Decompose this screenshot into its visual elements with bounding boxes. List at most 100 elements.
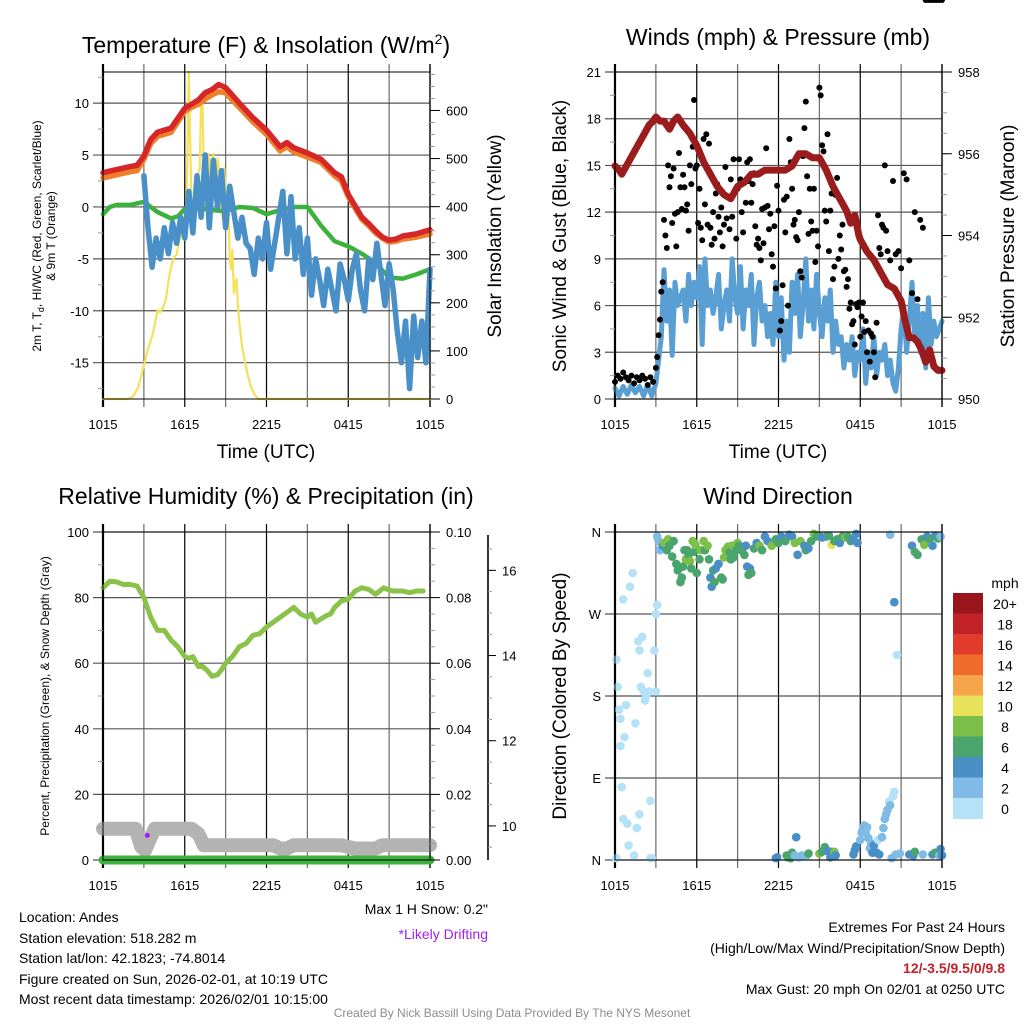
gust-point [782, 229, 789, 236]
gust-point [716, 229, 723, 236]
y-tick-label: 10 [75, 96, 89, 111]
gust-point [749, 181, 756, 188]
direction-point [631, 719, 640, 728]
direction-point [629, 851, 639, 860]
temperature-x-axis-label: Time (UTC) [217, 442, 316, 463]
gust-point [855, 299, 862, 306]
extremes-block: Extremes For Past 24 Hours (High/Low/Max… [710, 917, 1005, 999]
gust-point [917, 216, 924, 223]
humidity-x-ticks: 1015 1615 2215 0415 1015 [89, 878, 445, 893]
gust-point [654, 354, 661, 360]
direction-point [853, 538, 862, 548]
gust-point [890, 178, 896, 184]
x-tick-label: 0415 [846, 878, 875, 893]
direction-point [635, 646, 644, 655]
colorbar-label: 10 [997, 699, 1013, 715]
direction-point [793, 550, 802, 560]
station-info: Location: Andes Station elevation: 518.2… [19, 907, 328, 1010]
gust-point [786, 136, 793, 142]
snow-depth-y3-ticks: 10 12 14 16 [487, 535, 516, 860]
gust-point [665, 162, 672, 169]
gust-point [730, 156, 737, 163]
colorbar-label: 14 [997, 658, 1013, 674]
gust-point [860, 299, 866, 306]
direction-point [804, 849, 813, 858]
gust-point [699, 237, 706, 244]
gust-point [830, 276, 836, 283]
speed-colorbar: 20+ 18 16 14 12 10 8 6 4 2 0 [953, 593, 1017, 819]
y2-tick-label: 0 [446, 392, 453, 407]
direction-point [767, 541, 776, 550]
x-tick-label: 1615 [682, 417, 711, 432]
y2-tick-label: 0.06 [446, 656, 471, 671]
gust-point [722, 164, 729, 170]
gust-point [790, 221, 797, 228]
gust-point [821, 207, 828, 214]
gust-point [854, 304, 861, 311]
temperature-panel: Temperature (F) & Insolation (W/m2) 1015… [30, 31, 506, 463]
gust-point [906, 257, 913, 264]
direction-point [625, 582, 635, 591]
gust-point [883, 227, 890, 234]
y2-tick-label: 300 [446, 248, 468, 263]
direction-point [824, 531, 834, 540]
x-tick-label: 1015 [601, 417, 630, 432]
direction-point [621, 700, 631, 710]
direction-point [791, 832, 801, 842]
direction-point [831, 851, 840, 860]
y2-tick-label: 0.04 [446, 722, 471, 737]
gust-point [820, 148, 827, 155]
gust-point [783, 193, 790, 200]
gust-point [813, 227, 820, 234]
direction-point [612, 655, 621, 664]
gust-point [625, 377, 632, 384]
y2-tick-label: 956 [958, 147, 980, 162]
direction-point [892, 650, 902, 660]
direction-point [651, 687, 661, 696]
humidity-panel: Relative Humidity (%) & Precipitation (i… [38, 483, 516, 893]
direction-point [741, 541, 751, 550]
y-tick-label: 15 [587, 158, 601, 173]
station-latlon: Station lat/lon: 42.1823; -74.8014 [19, 950, 226, 966]
y2-tick-label: 950 [958, 392, 980, 407]
y-tick-label: 0 [594, 392, 601, 407]
gust-point [835, 255, 842, 262]
gust-point [628, 372, 635, 379]
gust-point [919, 224, 926, 231]
gust-point [887, 257, 894, 264]
direction-point [890, 597, 899, 607]
gust-point [872, 374, 879, 381]
insolation-y2-ticks: 0 100 200 300 400 500 600 [430, 73, 468, 407]
gust-point [755, 235, 762, 242]
gust-point [851, 341, 858, 348]
gust-point [659, 279, 666, 286]
gust-point [677, 184, 684, 191]
gust-point [766, 226, 772, 233]
x-tick-label: 1615 [170, 878, 199, 893]
gust-point [845, 276, 851, 283]
station-location: Location: Andes [19, 909, 119, 925]
gust-point [733, 235, 740, 242]
y2-tick-label: 0.10 [446, 525, 471, 540]
gust-point [697, 224, 704, 231]
y2-tick-label: 0.02 [446, 787, 471, 802]
gust-point [873, 319, 880, 326]
colorbar-swatch [953, 654, 983, 676]
extremes-values: 12/-3.5/9.5/0/9.8 [903, 960, 1005, 976]
gust-point [834, 174, 841, 181]
y-tick-label: 0 [82, 200, 89, 215]
y-tick-label: -5 [77, 252, 89, 267]
colorbar-swatch [953, 675, 983, 696]
gust-point [695, 220, 702, 226]
gust-point [685, 227, 692, 234]
x-tick-label: 1615 [682, 878, 711, 893]
direction-point [689, 547, 699, 557]
direction-point [651, 609, 661, 619]
gust-point [746, 156, 753, 163]
direction-point [612, 853, 621, 863]
recent-data-timestamp: Most recent data timestamp: 2026/02/01 1… [19, 991, 328, 1007]
gust-point [776, 327, 783, 334]
gust-point [842, 266, 849, 273]
gust-point [808, 218, 815, 225]
gust-point [740, 229, 747, 236]
